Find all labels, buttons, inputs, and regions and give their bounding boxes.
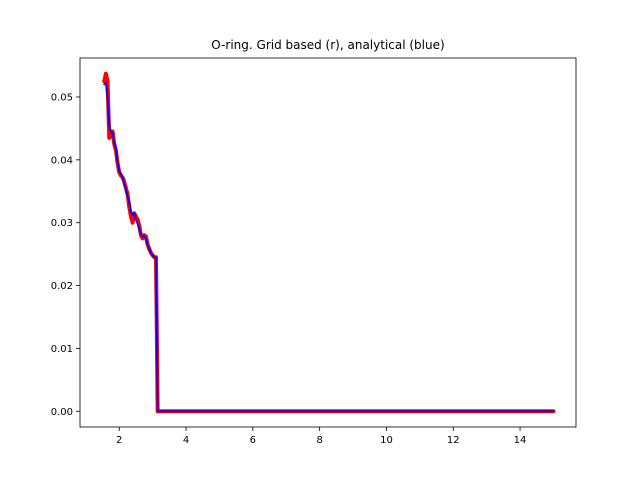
chart-title: O-ring. Grid based (r), analytical (blue… [211, 38, 444, 52]
x-tick-label: 8 [316, 435, 322, 446]
x-tick-label: 2 [116, 435, 122, 446]
y-tick-label: 0.00 [51, 407, 73, 418]
x-tick-label: 4 [183, 435, 189, 446]
series-analytical-line [103, 82, 555, 413]
x-tick-label: 14 [514, 435, 527, 446]
y-tick-label: 0.01 [51, 344, 73, 355]
x-tick-label: 10 [380, 435, 393, 446]
x-tick-label: 12 [447, 435, 460, 446]
y-tick-label: 0.02 [51, 281, 73, 292]
plot-frame [79, 57, 577, 428]
y-tick-label: 0.04 [51, 155, 73, 166]
y-tick-label: 0.03 [51, 218, 73, 229]
x-axis: 2 4 6 8 10 12 14 [116, 427, 526, 446]
plot-series [102, 71, 556, 414]
y-axis: 0.00 0.01 0.02 0.03 0.04 0.05 [51, 92, 80, 418]
y-tick-label: 0.05 [51, 92, 73, 103]
x-tick-label: 6 [250, 435, 256, 446]
